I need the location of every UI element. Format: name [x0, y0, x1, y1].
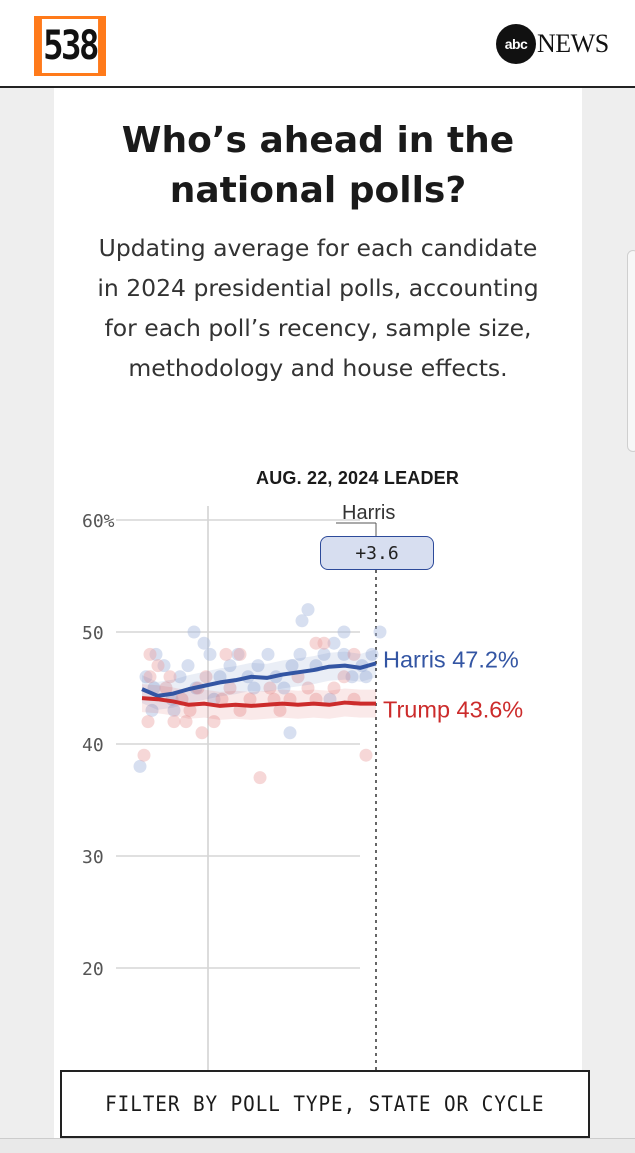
- poll-dot-trump: [207, 715, 221, 729]
- poll-dot-harris: [231, 647, 245, 661]
- poll-dot-harris: [301, 603, 315, 617]
- scrollbar-handle[interactable]: [627, 250, 635, 452]
- poll-dot-trump: [215, 692, 229, 706]
- abc-news-logo[interactable]: abc NEWS: [496, 24, 609, 64]
- poll-dot-trump: [327, 681, 341, 695]
- poll-dot-trump: [151, 659, 165, 673]
- poll-dot-harris: [345, 670, 359, 684]
- uncertainty-band-trump: [142, 684, 376, 720]
- poll-dot-trump: [195, 726, 209, 740]
- poll-dot-trump: [179, 715, 193, 729]
- filter-button[interactable]: FILTER BY POLL TYPE, STATE OR CYCLE: [60, 1070, 590, 1138]
- logo-538[interactable]: 538: [34, 16, 106, 76]
- poll-dot-trump: [301, 681, 315, 695]
- trend-line-harris: [141, 661, 377, 698]
- poll-dot-harris: [197, 636, 211, 650]
- poll-dot-harris: [337, 647, 351, 661]
- y-tick-label: 50: [82, 623, 104, 644]
- poll-dot-harris: [157, 659, 171, 673]
- poll-dot-harris: [295, 614, 309, 628]
- abc-logo-icon: abc: [496, 24, 536, 64]
- grid-layer: 60% 50 40 30 20: [82, 511, 360, 980]
- poll-dot-harris: [187, 625, 201, 639]
- series-labels-layer: Harris 47.2% Trump 43.6%: [383, 646, 523, 722]
- poll-dot-harris: [327, 636, 341, 650]
- poll-dot-trump: [317, 636, 331, 650]
- poll-dot-trump: [137, 748, 151, 762]
- poll-dot-harris: [277, 681, 291, 695]
- page-title: Who’s ahead in the national polls?: [121, 120, 515, 211]
- poll-dot-trump: [233, 647, 247, 661]
- series-label-trump: Trump 43.6%: [383, 697, 523, 723]
- polling-average-chart[interactable]: 60% 50 40 30 20 Harris 47.2% Trump 43.6%: [54, 88, 582, 1152]
- uncertainty-band-harris: [142, 649, 376, 710]
- poll-dot-trump: [309, 636, 323, 650]
- poll-dot-trump: [159, 681, 173, 695]
- poll-dot-harris: [365, 647, 379, 661]
- poll-dot-harris: [261, 647, 275, 661]
- poll-dot-harris: [283, 726, 297, 740]
- poll-dot-trump: [273, 703, 287, 717]
- poll-dot-harris: [317, 647, 331, 661]
- y-tick-label: 20: [82, 959, 104, 980]
- poll-dot-trump: [183, 703, 197, 717]
- poll-dot-harris: [139, 670, 153, 684]
- poll-dot-harris: [149, 647, 163, 661]
- poll-dot-trump: [143, 647, 157, 661]
- y-tick-label: 60%: [82, 511, 115, 532]
- trend-line-trump: [141, 696, 376, 708]
- leader-margin-badge: +3.6: [320, 536, 434, 570]
- poll-dot-harris: [285, 659, 299, 673]
- poll-dot-trump: [337, 670, 351, 684]
- filter-button-label: FILTER BY POLL TYPE, STATE OR CYCLE: [105, 1092, 545, 1116]
- poll-dot-harris: [145, 703, 159, 717]
- poll-dot-trump: [141, 715, 155, 729]
- poll-dot-harris: [203, 647, 217, 661]
- poll-dot-harris: [247, 681, 261, 695]
- leader-date-label: AUG. 22, 2024 LEADER: [256, 468, 460, 488]
- news-wordmark: NEWS: [537, 29, 609, 58]
- poll-dot-harris: [207, 692, 221, 706]
- poll-card: Who’s ahead in the national polls? Updat…: [54, 88, 582, 1152]
- page-subtitle: Updating average for each candidate in 2…: [97, 234, 539, 382]
- poll-dot-trump: [143, 670, 157, 684]
- poll-dot-trump: [199, 670, 213, 684]
- series-label-harris: Harris 47.2%: [383, 646, 519, 672]
- poll-dot-harris: [133, 759, 147, 773]
- poll-dot-harris: [359, 670, 373, 684]
- logo-538-text: 538: [41, 19, 99, 73]
- y-tick-label: 30: [82, 847, 104, 868]
- browser-bottom-strip: [0, 1138, 635, 1153]
- poll-dot-trump: [253, 771, 267, 785]
- poll-dot-harris: [251, 659, 265, 673]
- poll-dot-trump: [359, 748, 373, 762]
- poll-dot-harris: [293, 647, 307, 661]
- leader-name: Harris: [342, 502, 396, 524]
- poll-dot-trump: [167, 715, 181, 729]
- poll-dot-harris: [373, 625, 387, 639]
- poll-dot-harris: [173, 670, 187, 684]
- site-header: 538 abc NEWS: [0, 0, 635, 88]
- poll-dot-harris: [181, 659, 195, 673]
- poll-dot-trump: [243, 692, 257, 706]
- poll-dot-harris: [167, 703, 181, 717]
- poll-dot-trump: [263, 681, 277, 695]
- poll-dot-trump: [163, 670, 177, 684]
- poll-dot-trump: [347, 647, 361, 661]
- y-tick-label: 40: [82, 735, 104, 756]
- poll-dot-trump: [223, 681, 237, 695]
- trend-lines-layer: [141, 649, 377, 720]
- poll-dot-harris: [223, 659, 237, 673]
- poll-dot-trump: [219, 647, 233, 661]
- poll-dot-harris: [337, 625, 351, 639]
